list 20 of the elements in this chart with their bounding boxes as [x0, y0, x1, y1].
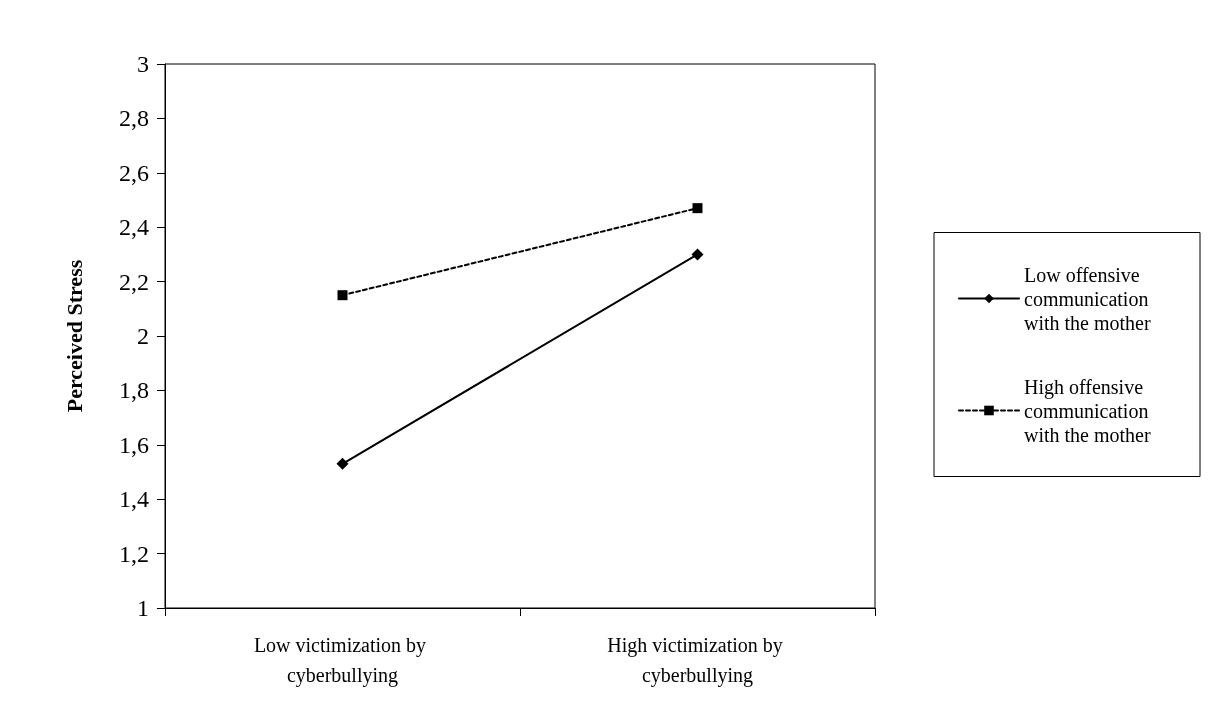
y-tick-label: 2,8 [119, 105, 149, 132]
x-tick-label: High victimization by cyberbullying [607, 634, 788, 687]
y-axis-title: Perceived Stress [61, 259, 87, 413]
y-tick-label: 2,6 [119, 159, 149, 186]
legend-label: Low offensive communication with the mother [1024, 263, 1154, 334]
y-tick-label: 1 [137, 595, 149, 621]
point [337, 290, 348, 301]
y-tick-label: 1,2 [119, 540, 149, 567]
y-tick-label: 1,8 [119, 377, 149, 404]
legend-label: High offensive communication with the mother [1024, 375, 1154, 446]
point [691, 248, 704, 261]
point [692, 203, 703, 214]
point [336, 457, 349, 470]
y-tick-label: 2 [137, 323, 149, 349]
x-tick-label: Low victimization by cyberbullying [253, 634, 432, 687]
y-tick-label: 2,2 [119, 268, 149, 295]
y-tick-label: 2,4 [119, 214, 149, 241]
y-tick-label: 1,4 [119, 486, 149, 513]
y-tick-label: 3 [137, 51, 149, 77]
y-tick-label: 1,6 [119, 431, 149, 458]
